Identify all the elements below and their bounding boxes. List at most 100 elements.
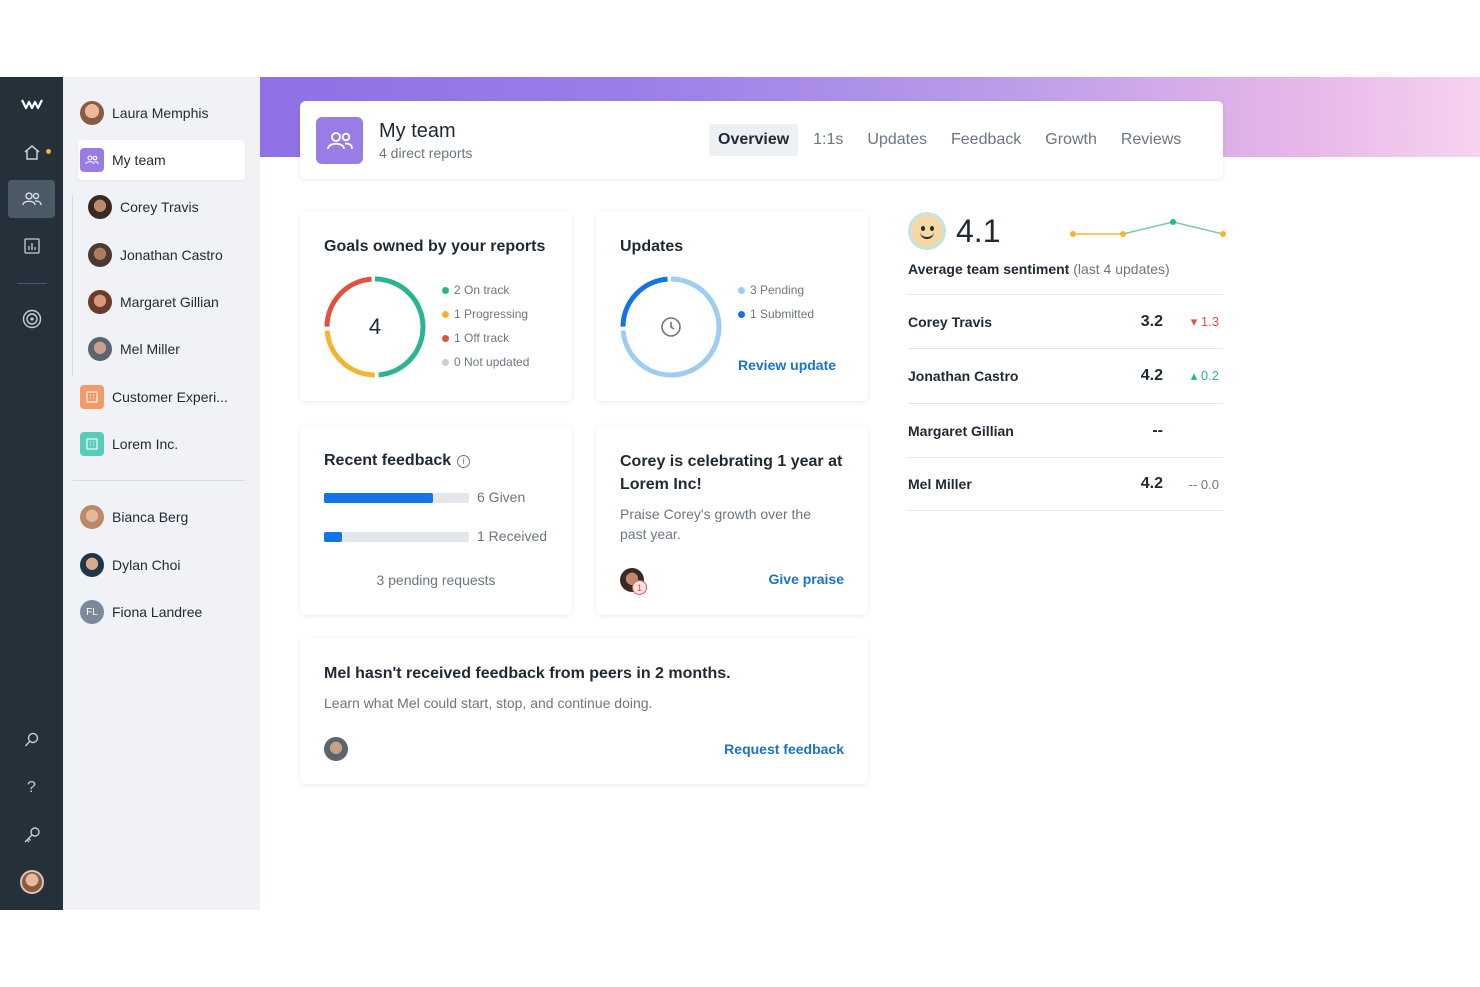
info-icon[interactable]: i: [457, 454, 471, 468]
sidebar-item-bianca-berg[interactable]: Bianca Berg: [78, 497, 245, 537]
trend-line-segment: [1172, 221, 1224, 235]
sidebar-item-label: Customer Experi...: [112, 389, 228, 405]
tab-updates[interactable]: Updates: [867, 131, 927, 148]
legend-label: 2 On track: [454, 283, 510, 297]
legend-pending: 3 Pending: [738, 278, 814, 302]
sidebar-item-margaret-gillian[interactable]: Margaret Gillian: [86, 282, 253, 322]
sidebar-item-label: Corey Travis: [120, 199, 199, 215]
goals-title: Goals owned by your reports: [324, 238, 546, 255]
legend-dot: [738, 310, 745, 318]
sentiment-row-delta: ▾ 1.3: [1190, 313, 1219, 329]
sidebar-item-label: Laura Memphis: [112, 105, 209, 121]
tab-feedback[interactable]: Feedback: [951, 131, 1022, 148]
home-icon[interactable]: [8, 133, 55, 171]
legend-progressing: 1 Progressing: [442, 302, 529, 326]
sentiment-row-mel-miller[interactable]: Mel Miller 4.2 -- 0.0: [907, 457, 1223, 511]
sidebar-item-customer-experience[interactable]: Customer Experi...: [78, 377, 245, 417]
sentiment-row-score: --: [1152, 421, 1163, 439]
tab-1on1s[interactable]: 1:1s: [813, 131, 844, 148]
sidebar-item-label: Dylan Choi: [112, 557, 181, 573]
team-icon[interactable]: [8, 180, 55, 218]
trend-point: [1120, 231, 1126, 237]
legend-submitted: 1 Submitted: [738, 302, 814, 326]
sidebar-item-label: Lorem Inc.: [112, 436, 179, 452]
feedback-title-row: Recent feedback i: [324, 452, 471, 470]
trend-line-segment: [1122, 221, 1174, 235]
avatar: [88, 290, 112, 314]
team-header: My team 4 direct reports Overview 1:1s U…: [300, 101, 1223, 179]
sidebar-item-label: Mel Miller: [120, 341, 180, 357]
updates-card[interactable]: Updates 3 Pending 1 Submitted Review upd…: [596, 211, 868, 401]
legend-dot: [738, 286, 745, 294]
rail-divider: [17, 283, 47, 284]
page-subtitle: 4 direct reports: [379, 145, 473, 161]
sidebar-item-corey-travis[interactable]: Corey Travis: [86, 187, 253, 227]
legend-dot: [442, 310, 449, 318]
pending-requests[interactable]: 3 pending requests: [376, 572, 496, 588]
corey-avatar: 1: [620, 568, 647, 595]
sentiment-row-name: Corey Travis: [908, 313, 993, 330]
sidebar-item-jonathan-castro[interactable]: Jonathan Castro: [86, 235, 253, 275]
profile-avatar[interactable]: [8, 863, 55, 901]
tab-overview[interactable]: Overview: [709, 124, 799, 156]
tab-growth[interactable]: Growth: [1045, 131, 1097, 148]
sidebar-item-fiona-landree[interactable]: FL Fiona Landree: [78, 592, 245, 632]
sidebar-item-dylan-choi[interactable]: Dylan Choi: [78, 545, 245, 585]
page-title: My team: [379, 120, 456, 142]
avatar: [80, 505, 104, 529]
trend-point: [1220, 231, 1226, 237]
tab-reviews[interactable]: Reviews: [1120, 131, 1182, 148]
key-icon[interactable]: [8, 816, 55, 854]
sidebar-item-mel-miller[interactable]: Mel Miller: [86, 329, 253, 369]
logo-icon[interactable]: [8, 85, 55, 123]
icon-rail: ?: [0, 77, 63, 910]
sentiment-label-suffix: (last 4 updates): [1073, 261, 1170, 277]
goals-segment-0: [324, 276, 426, 378]
celebration-card[interactable]: Corey is celebrating 1 year at Lorem Inc…: [596, 425, 868, 615]
main-content: My team 4 direct reports Overview 1:1s U…: [260, 77, 1480, 910]
sentiment-row-delta: ▴ 0.2: [1190, 367, 1219, 383]
peer-feedback-body: Learn what Mel could start, stop, and co…: [324, 695, 653, 711]
building-icon: [80, 385, 104, 409]
app: ? Laura Memphis My team Corey Travis Jon…: [0, 77, 1480, 910]
team-icon: [80, 148, 104, 172]
avatar: [324, 737, 348, 761]
avatar: [88, 337, 112, 361]
goals-legend: 2 On track 1 Progressing 1 Off track 0 N…: [442, 278, 529, 374]
sidebar-item-label: My team: [112, 152, 166, 168]
peer-feedback-title: Mel hasn't received feedback from peers …: [324, 665, 731, 682]
team-icon: [316, 117, 363, 164]
sentiment-row-score: 4.2: [1140, 475, 1163, 492]
sidebar-item-lorem-inc[interactable]: Lorem Inc.: [78, 424, 245, 464]
legend-label: 1 Submitted: [750, 307, 815, 321]
sentiment-label-row: Average team sentiment (last 4 updates): [908, 261, 1170, 277]
help-icon[interactable]: ?: [27, 779, 36, 796]
search-icon[interactable]: [8, 721, 55, 759]
give-praise-link[interactable]: Give praise: [768, 571, 845, 587]
sentiment-row-jonathan-castro[interactable]: Jonathan Castro 4.2 ▴ 0.2: [907, 348, 1223, 402]
request-feedback-link[interactable]: Request feedback: [724, 741, 844, 757]
peer-feedback-card[interactable]: Mel hasn't received feedback from peers …: [300, 638, 868, 784]
building-icon: [80, 432, 104, 456]
goals-icon[interactable]: [8, 300, 55, 338]
avatar: FL: [80, 600, 104, 624]
given-bar-fill: [324, 493, 433, 503]
sentiment-row-corey-travis[interactable]: Corey Travis 3.2 ▾ 1.3: [907, 294, 1223, 348]
sentiment-trend-chart: [1070, 219, 1226, 237]
notification-dot: [46, 149, 51, 154]
sentiment-row-name: Margaret Gillian: [908, 422, 1014, 439]
avatar: [80, 553, 104, 577]
updates-title: Updates: [620, 238, 684, 255]
received-bar: [324, 532, 469, 542]
goals-card[interactable]: Goals owned by your reports 4 2 On track…: [300, 211, 572, 401]
sentiment-row-score: 3.2: [1140, 312, 1163, 330]
sidebar-item-label: Bianca Berg: [112, 509, 189, 525]
feedback-card[interactable]: Recent feedback i 6 Given 1 Received 3 p…: [300, 425, 572, 615]
review-update-link[interactable]: Review update: [738, 357, 837, 373]
sentiment-row-margaret-gillian[interactable]: Margaret Gillian --: [907, 403, 1223, 457]
sidebar-item-my-team[interactable]: My team: [78, 140, 245, 180]
sidebar-item-user[interactable]: Laura Memphis: [78, 93, 245, 133]
analytics-icon[interactable]: [8, 227, 55, 265]
legend-dot: [442, 286, 449, 294]
goals-donut: 4: [324, 276, 426, 378]
